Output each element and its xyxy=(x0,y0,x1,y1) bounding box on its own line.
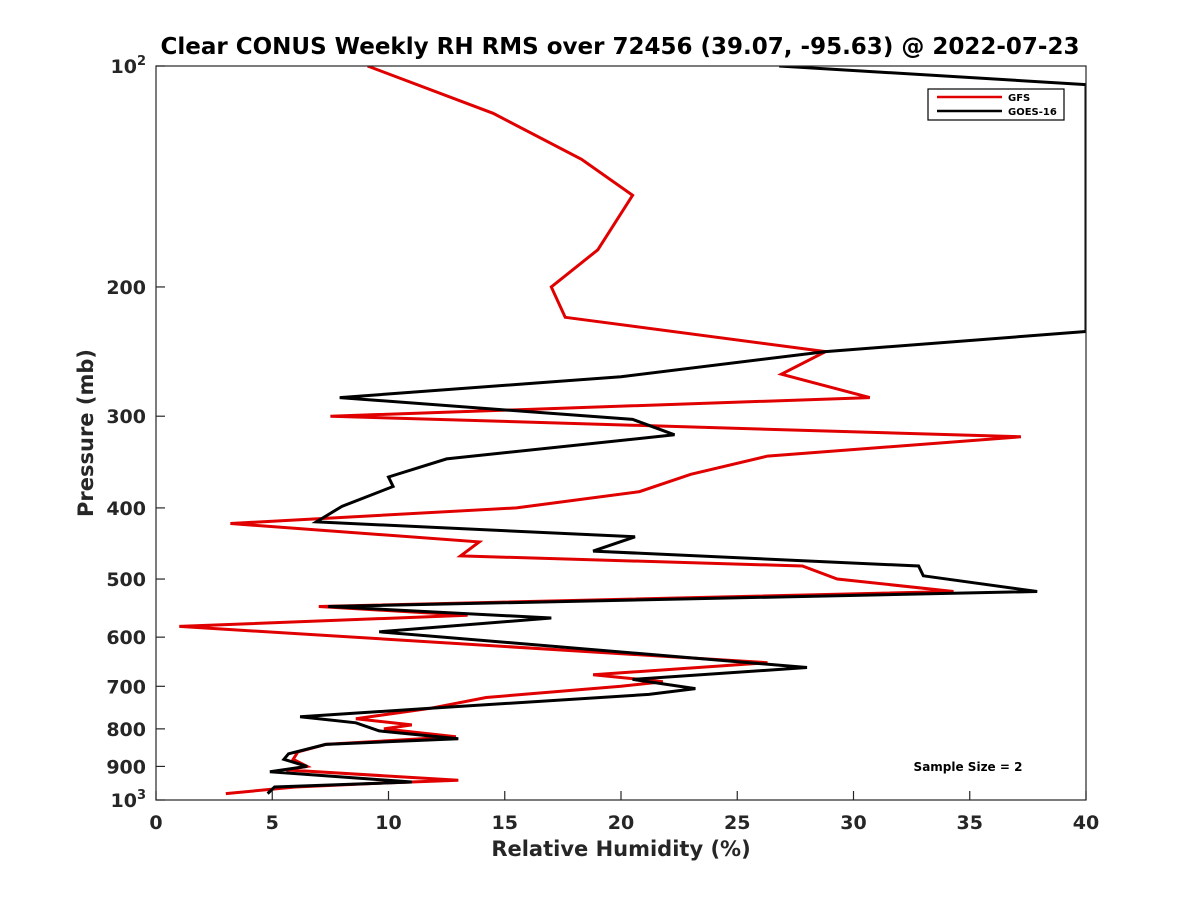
x-tick-label: 10 xyxy=(375,812,401,834)
y-tick-label: 900 xyxy=(106,756,146,778)
x-tick-label: 0 xyxy=(149,812,162,834)
x-axis-label: Relative Humidity (%) xyxy=(491,837,750,861)
x-tick-label: 40 xyxy=(1073,812,1099,834)
legend-label-gfs: GFS xyxy=(1008,93,1030,104)
y-axis: 102 200 300 400 500 600 700 800 900 103 xyxy=(106,54,165,812)
y-tick-label: 600 xyxy=(106,627,146,649)
x-axis: 0 5 10 15 20 25 30 35 40 xyxy=(149,791,1099,834)
x-tick-label: 25 xyxy=(724,812,750,834)
y-axis-label: Pressure (mb) xyxy=(74,349,98,517)
x-tick-label: 20 xyxy=(608,812,634,834)
x-tick-label: 30 xyxy=(840,812,866,834)
series-layer xyxy=(179,66,1086,796)
y-tick-label: 300 xyxy=(106,406,146,428)
x-tick-label: 35 xyxy=(957,812,983,834)
legend: GFS GOES-16 xyxy=(927,88,1065,121)
y-tick-label: 400 xyxy=(106,498,146,520)
legend-label-goes16: GOES-16 xyxy=(1008,107,1057,118)
y-tick-label: 102 xyxy=(111,54,147,78)
x-tick-label: 15 xyxy=(492,812,518,834)
sample-size-annotation: Sample Size = 2 xyxy=(914,760,1023,774)
chart-title: Clear CONUS Weekly RH RMS over 72456 (39… xyxy=(161,34,1080,60)
y-tick-label: 500 xyxy=(106,569,146,591)
y-tick-label: 103 xyxy=(111,788,147,812)
series-line-goes16 xyxy=(266,66,1086,795)
y-tick-label: 700 xyxy=(106,676,146,698)
legend-box xyxy=(927,88,1065,121)
x-tick-label: 5 xyxy=(266,812,279,834)
y-tick-label: 200 xyxy=(106,277,146,299)
y-tick-label: 800 xyxy=(106,719,146,741)
